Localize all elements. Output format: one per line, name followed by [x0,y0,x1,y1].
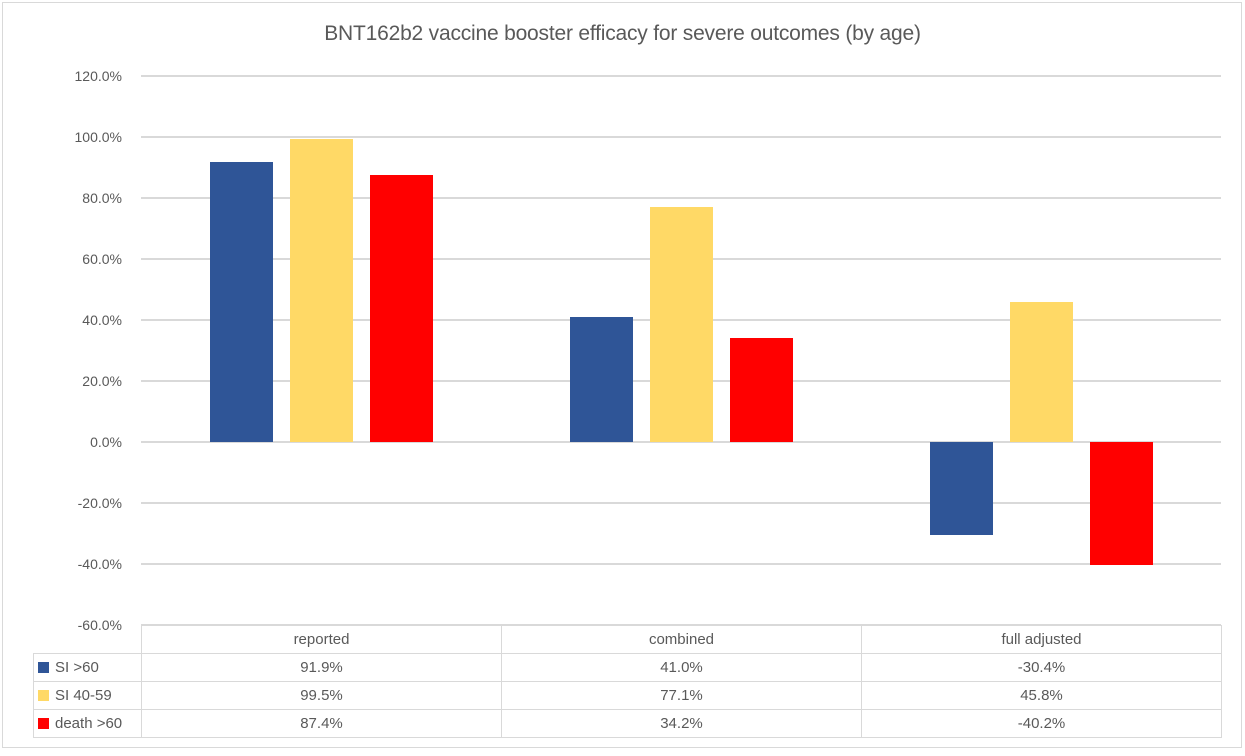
row-label-text: death >60 [55,715,123,732]
y-axis-tick-label: 100.0% [74,129,122,145]
bar-si-40-59-full-adjusted [1009,302,1073,442]
bar-death-60-reported [369,175,433,442]
gridline [141,563,1221,565]
legend-swatch-death-gt60-icon [38,718,49,729]
cell-death-gt60-combined: 34.2% [501,709,862,738]
table-corner-cell [34,626,142,654]
bar-si-40-59-combined [649,206,713,442]
y-axis-tick-label: -20.0% [77,495,122,511]
bar-si-40-59-reported [289,138,353,442]
y-axis-tick-label: 80.0% [82,190,122,206]
plot-area [141,75,1221,626]
table-row-si-40-59: SI 40-59 99.5% 77.1% 45.8% [33,681,1222,710]
row-label-si-40-59: SI 40-59 [33,681,142,710]
column-header-combined: combined [501,625,862,654]
chart-title: BNT162b2 vaccine booster efficacy for se… [324,22,921,45]
cell-death-gt60-full-adjusted: -40.2% [861,709,1222,738]
bar-si-60-full-adjusted [929,442,993,535]
bar-death-60-full-adjusted [1089,442,1153,565]
row-label-text: SI 40-59 [55,687,112,704]
y-axis-tick-label: 120.0% [74,68,122,84]
row-label-si-gt60: SI >60 [33,653,142,682]
y-axis-tick-label: 40.0% [82,312,122,328]
table-row-death-gt60: death >60 87.4% 34.2% -40.2% [33,709,1222,738]
y-axis-tick-label: 60.0% [82,251,122,267]
legend-swatch-si-40-59-icon [38,690,49,701]
cell-si-gt60-reported: 91.9% [141,653,502,682]
column-header-reported: reported [141,625,502,654]
gridline [141,75,1221,77]
cell-si-gt60-combined: 41.0% [501,653,862,682]
cell-si-gt60-full-adjusted: -30.4% [861,653,1222,682]
cell-si-40-59-combined: 77.1% [501,681,862,710]
y-axis-tick-label: 0.0% [90,434,122,450]
row-label-text: SI >60 [55,659,99,676]
gridline [141,197,1221,199]
bar-si-60-combined [569,316,633,442]
legend-swatch-si-gt60-icon [38,662,49,673]
table-header-row: reported combined full adjusted [34,625,1222,654]
row-label-death-gt60: death >60 [33,709,142,738]
gridline [141,136,1221,138]
column-header-full-adjusted: full adjusted [861,625,1222,654]
cell-si-40-59-reported: 99.5% [141,681,502,710]
gridline [141,441,1221,443]
table-row-si-gt60: SI >60 91.9% 41.0% -30.4% [33,653,1222,682]
y-axis-tick-label: -60.0% [77,617,122,633]
cell-death-gt60-reported: 87.4% [141,709,502,738]
cell-si-40-59-full-adjusted: 45.8% [861,681,1222,710]
y-axis-tick-label: 20.0% [82,373,122,389]
gridline [141,502,1221,504]
bar-si-60-reported [209,161,273,442]
bar-death-60-combined [729,337,793,442]
y-axis-tick-label: -40.0% [77,556,122,572]
data-table: reported combined full adjusted SI >60 9… [33,625,1222,738]
